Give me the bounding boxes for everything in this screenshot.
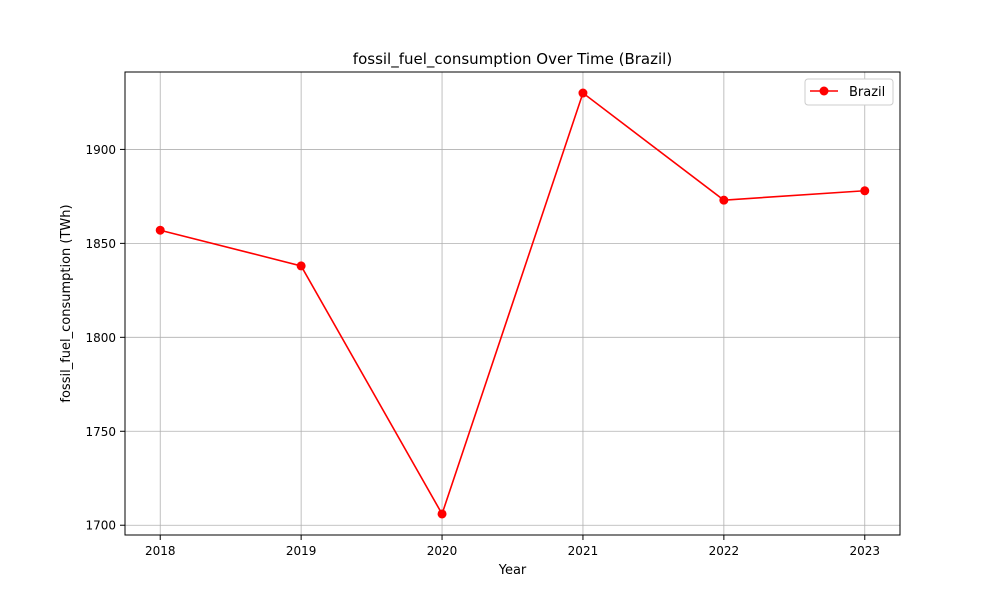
series-layer bbox=[155, 88, 870, 519]
data-point bbox=[437, 509, 447, 519]
plot-frame bbox=[124, 71, 901, 536]
legend-box bbox=[804, 78, 894, 106]
x-tick-label: 2021 bbox=[568, 544, 599, 558]
y-tick-label: 1700 bbox=[85, 519, 116, 533]
x-tick-label: 2022 bbox=[709, 544, 740, 558]
data-point bbox=[296, 261, 306, 271]
legend-label-brazil: Brazil bbox=[849, 85, 885, 100]
y-axis-label: fossil_fuel_consumption (TWh) bbox=[59, 204, 74, 402]
y-axis-ticks: 1700 1750 1800 1850 1900 bbox=[85, 143, 125, 533]
x-axis-ticks: 2018 2019 2020 2021 2022 2023 bbox=[145, 535, 880, 558]
x-axis-label: Year bbox=[498, 563, 527, 578]
data-point bbox=[719, 195, 729, 205]
legend: Brazil bbox=[804, 78, 894, 106]
grid bbox=[125, 72, 900, 535]
data-point bbox=[860, 186, 870, 196]
chart-title: fossil_fuel_consumption Over Time (Brazi… bbox=[353, 50, 672, 69]
y-tick-label: 1800 bbox=[85, 331, 116, 345]
data-point bbox=[155, 225, 165, 235]
x-tick-label: 2019 bbox=[286, 544, 317, 558]
data-point bbox=[578, 88, 588, 98]
y-tick-label: 1850 bbox=[85, 237, 116, 251]
y-tick-label: 1900 bbox=[85, 143, 116, 157]
legend-marker-swatch bbox=[819, 86, 829, 96]
y-tick-label: 1750 bbox=[85, 425, 116, 439]
series-line-brazil bbox=[160, 91, 865, 516]
x-tick-label: 2020 bbox=[427, 544, 458, 558]
x-tick-label: 2018 bbox=[145, 544, 176, 558]
x-tick-label: 2023 bbox=[849, 544, 880, 558]
